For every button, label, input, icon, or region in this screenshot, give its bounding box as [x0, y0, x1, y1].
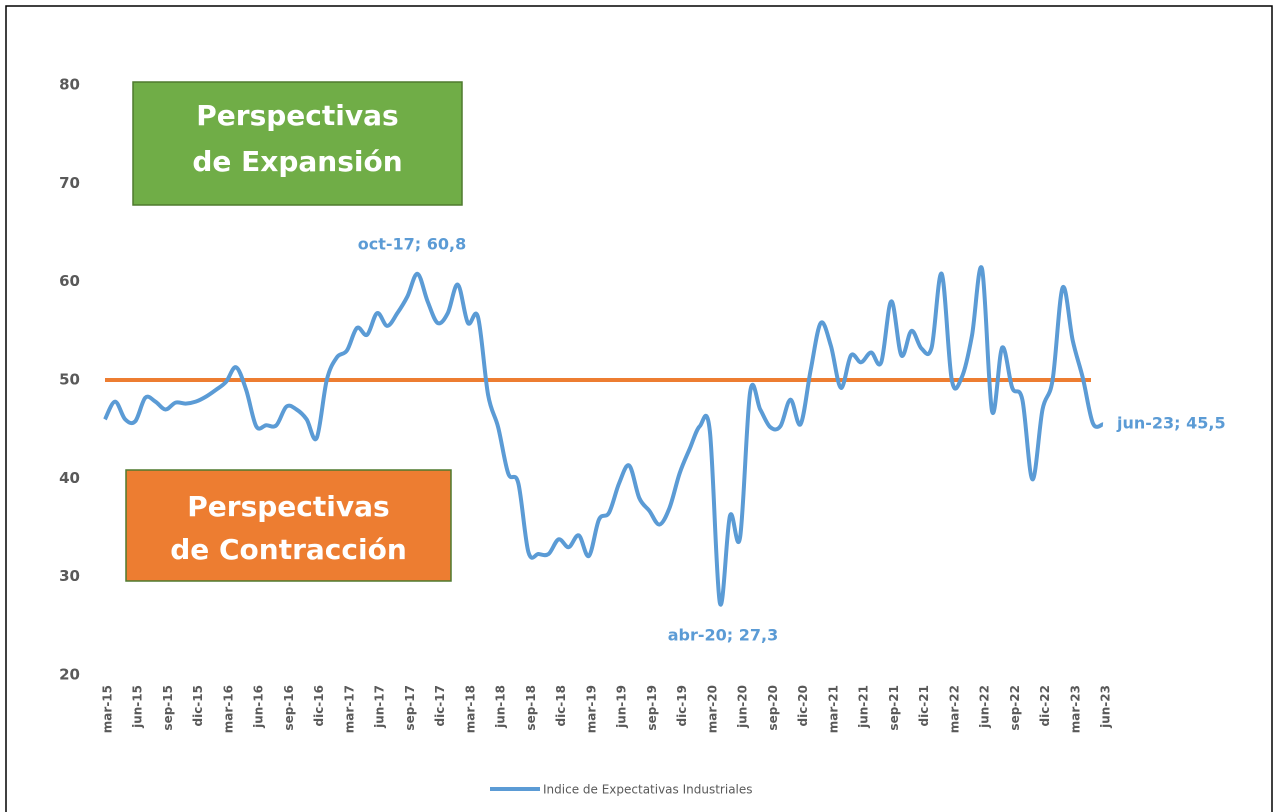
zone-label: de Expansión [192, 145, 402, 178]
y-tick-label: 70 [59, 174, 80, 192]
x-tick-label: sep-19 [645, 685, 659, 731]
y-tick-label: 20 [59, 666, 80, 684]
zone-label: Perspectivas [187, 490, 389, 523]
x-tick-label: mar-19 [584, 685, 598, 733]
annotation: abr-20; 27,3 [668, 626, 779, 645]
x-tick-label: mar-20 [705, 685, 719, 733]
y-tick-label: 50 [59, 371, 80, 389]
y-tick-label: 40 [59, 469, 80, 487]
x-tick-label: sep-18 [524, 685, 538, 731]
y-tick-label: 60 [59, 272, 80, 290]
annotation: jun-23; 45,5 [1116, 414, 1226, 433]
x-tick-label: jun-23 [1099, 685, 1113, 729]
x-tick-label: jun-22 [978, 685, 992, 729]
x-tick-label: mar-22 [947, 685, 961, 733]
x-tick-label: jun-17 [373, 685, 387, 729]
x-tick-label: mar-23 [1068, 685, 1082, 733]
x-tick-label: jun-15 [131, 685, 145, 729]
zone-label: Perspectivas [196, 99, 398, 132]
x-tick-label: mar-15 [101, 685, 115, 733]
x-tick-label: dic-21 [917, 685, 931, 727]
y-tick-label: 80 [59, 76, 80, 94]
x-tick-label: jun-21 [857, 685, 871, 729]
x-tick-label: mar-18 [463, 685, 477, 733]
zone-box [132, 81, 463, 206]
x-tick-label: dic-19 [675, 685, 689, 727]
x-tick-label: sep-15 [161, 685, 175, 731]
x-tick-label: jun-19 [615, 685, 629, 729]
x-tick-label: jun-18 [494, 685, 508, 729]
x-tick-label: mar-21 [826, 685, 840, 733]
x-tick-label: sep-20 [766, 685, 780, 731]
x-tick-label: dic-20 [796, 685, 810, 727]
data-line [103, 265, 1104, 607]
x-tick-label: jun-20 [736, 685, 750, 729]
annotation: oct-17; 60,8 [358, 235, 466, 254]
zone-label: de Contracción [170, 533, 407, 566]
x-tick-label: jun-16 [252, 685, 266, 729]
x-tick-label: sep-21 [887, 685, 901, 731]
x-tick-label: dic-22 [1038, 685, 1052, 727]
legend-label: Indice de Expectativas Industriales [543, 783, 753, 797]
x-tick-label: dic-18 [554, 685, 568, 727]
x-tick-label: dic-15 [191, 685, 205, 727]
x-tick-label: dic-17 [433, 685, 447, 727]
x-tick-label: sep-17 [403, 685, 417, 731]
x-tick-label: sep-16 [282, 685, 296, 731]
x-tick-label: dic-16 [312, 685, 326, 727]
x-tick-label: sep-22 [1008, 685, 1022, 731]
y-tick-label: 30 [59, 567, 80, 585]
zone-box [125, 469, 452, 582]
x-tick-label: mar-16 [221, 685, 235, 733]
x-tick-label: mar-17 [342, 685, 356, 733]
